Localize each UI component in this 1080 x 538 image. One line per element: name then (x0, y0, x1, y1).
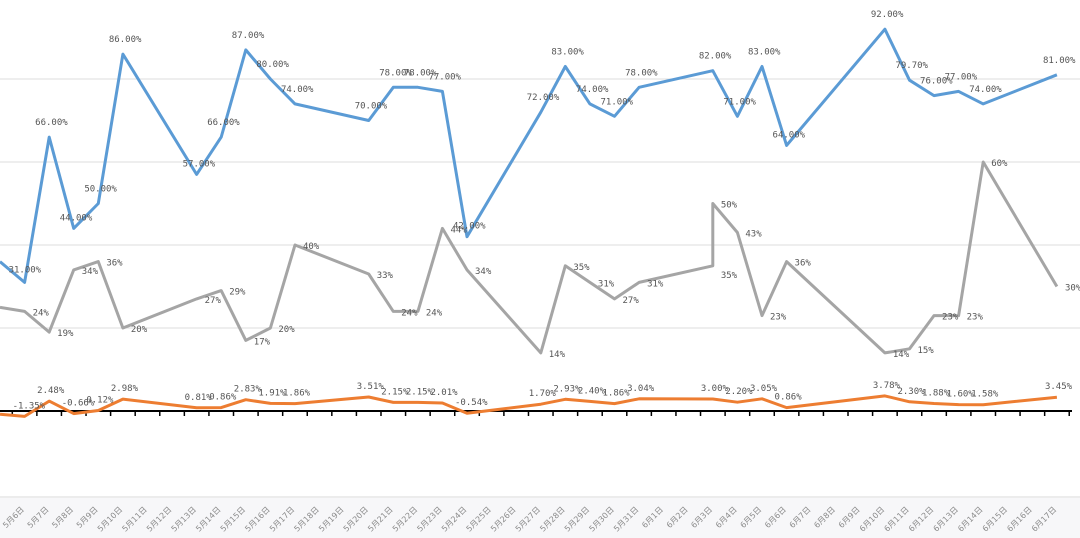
series-gray-data-label: 35% (573, 263, 590, 273)
series-gray-data-label: 14% (893, 350, 910, 360)
series-blue-data-label: 72.00% (527, 93, 560, 103)
series-orange-data-label: 2.15% (381, 387, 409, 397)
series-blue-data-label: 74.00% (969, 85, 1002, 95)
series-blue-data-label: 82.00% (699, 52, 732, 62)
series-gray-data-label: 27% (623, 296, 640, 306)
series-gray-data-label: 31% (647, 279, 664, 289)
series-gray-data-label: 23% (770, 313, 787, 323)
series-gray-data-label: 27% (205, 296, 222, 306)
series-blue-data-label: 74.00% (281, 85, 314, 95)
series-blue-data-label: 92.00% (871, 10, 904, 20)
series-orange-data-label: 2.93% (553, 384, 581, 394)
data-labels: 31.00% 66.00% 44.00% 50.00% 86.00% 57.00% 66.0… (9, 10, 1080, 411)
series-orange-data-label: 1.86% (603, 389, 631, 399)
series-orange-data-label: 3.04% (627, 384, 655, 394)
series-orange-data-label: 3.05% (750, 384, 778, 394)
series-blue-data-label: 31.00% (9, 265, 42, 275)
series-orange-data-label: 0.86% (775, 393, 803, 403)
series-gray-data-label: 23% (942, 313, 959, 323)
series-gray-data-label: 40% (303, 242, 320, 252)
series-gray-data-label: 20% (278, 325, 295, 335)
series-orange-data-label: 1.70% (529, 389, 557, 399)
series-orange-data-label: 2.01% (430, 388, 458, 398)
series-blue-data-label: 71.00% (601, 97, 634, 107)
series-orange-data-label: 3.78% (873, 381, 901, 391)
gridlines (0, 78, 1080, 329)
series-blue-data-label: 44.00% (60, 213, 93, 223)
series-blue-data-label: 78.00% (404, 68, 437, 78)
series-gray-data-label: 34% (475, 267, 492, 277)
series-gray-data-label: 33% (377, 271, 394, 281)
series-orange-data-label: 3.51% (357, 382, 385, 392)
series-gray-data-label: 24% (33, 308, 50, 318)
series-gray-data-label: 44% (450, 225, 467, 235)
series-gray-data-label: 60% (991, 159, 1008, 169)
series-blue-data-label: 77.00% (428, 72, 461, 82)
series-gray-data-label: 15% (917, 346, 934, 356)
series-blue-data-label: 83.00% (748, 48, 781, 58)
series-gray-data-label: 29% (229, 288, 246, 298)
series-blue-data-label: 80.00% (256, 60, 289, 70)
series-blue-data-label: 66.00% (35, 118, 68, 128)
x-axis (0, 410, 1072, 416)
series-orange-data-label: 2.98% (111, 384, 139, 394)
series-blue-data-label: 57.00% (183, 159, 216, 169)
series-blue-data-label: 83.00% (551, 48, 584, 58)
series-orange-data-label: 2.20% (725, 387, 753, 397)
series-blue-data-label: 70.00% (355, 102, 388, 112)
series-gray-data-label: 50% (721, 201, 738, 211)
series-gray-data-label: 20% (131, 325, 148, 335)
series-orange-data-label: 2.15% (406, 387, 434, 397)
series-blue-data-label: 64.00% (773, 130, 806, 140)
series-orange-data-label: 1.60% (947, 390, 975, 400)
series-blue-data-label: 50.00% (84, 185, 117, 195)
series-orange-data-label: 2.48% (37, 386, 65, 396)
category-axis-band (0, 497, 1080, 538)
series-blue-data-label: 78.00% (379, 68, 412, 78)
series-orange-data-label: 3.00% (701, 384, 729, 394)
series-gray-data-label: 43% (745, 230, 762, 240)
series-orange-data-label: 1.88% (922, 388, 950, 398)
series-blue-data-label: 81.00% (1043, 56, 1076, 66)
series-orange-data-label: 3.45% (1045, 382, 1073, 392)
series-gray-data-label: 17% (254, 337, 271, 347)
series-blue-data-label: 77.00% (945, 72, 978, 82)
series-orange-data-label: -0.54% (455, 398, 488, 408)
series-blue-data-label: 79.70% (895, 61, 928, 71)
series-blue-data-label: 71.00% (723, 97, 756, 107)
series-blue-data-label: 78.00% (625, 68, 658, 78)
series-gray-data-label: 36% (106, 259, 123, 269)
series-gray-data-label: 31% (598, 279, 615, 289)
series-orange-data-label: 1.86% (283, 389, 311, 399)
series-blue-data-label: 86.00% (109, 35, 142, 45)
series-blue-data-label: 42.00% (453, 222, 486, 232)
series-orange-data-label: 2.40% (578, 386, 606, 396)
series-gray-data-label: 14% (549, 350, 566, 360)
series-orange-data-label: -0.66% (62, 399, 95, 409)
series-orange-data-label: 1.58% (971, 390, 999, 400)
series-lines (0, 27, 1059, 418)
series-blue-data-label: 74.00% (576, 85, 609, 95)
series-gray-data-label: 34% (82, 267, 99, 277)
series-gray-data-label: 36% (795, 259, 812, 269)
series-orange-data-label: -1.35% (13, 401, 46, 411)
series-gray-data-label: 23% (967, 313, 984, 323)
series-orange-data-label: 2.83% (234, 385, 262, 395)
series-gray-data-label: 24% (401, 308, 418, 318)
series-gray-data-label: 24% (426, 308, 443, 318)
series-gray-data-label: 35% (721, 271, 738, 281)
series-blue-data-label: 87.00% (232, 31, 265, 41)
series-orange-data-label: 1.91% (258, 388, 286, 398)
series-blue-data-label: 76.00% (920, 77, 953, 87)
series-gray-data-label: 19% (57, 329, 74, 339)
series-gray-line (0, 160, 1059, 355)
series-orange-data-label: 0.86% (209, 393, 237, 403)
series-gray-data-label: 30% (1065, 284, 1080, 294)
series-blue-data-label: 66.00% (207, 118, 240, 128)
series-orange-data-label: 0.12% (86, 396, 114, 406)
series-orange-data-label: 0.81% (185, 393, 213, 403)
series-orange-data-label: 2.30% (897, 387, 925, 397)
series-orange-line (0, 394, 1058, 418)
